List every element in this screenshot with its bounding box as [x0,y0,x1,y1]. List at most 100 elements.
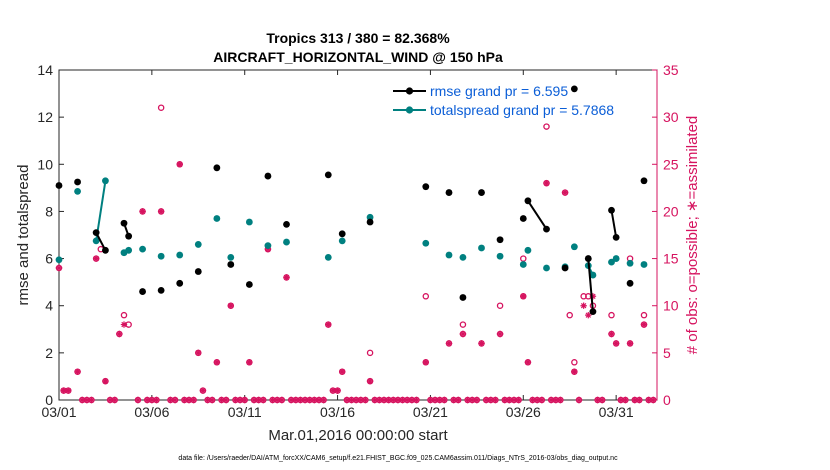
assimilated-obs-marker [561,189,569,196]
assimilated-obs-marker [380,396,388,404]
spread-marker [92,237,100,245]
spread-marker [176,251,184,259]
assimilated-obs-marker [640,321,648,328]
chart-subtitle: AIRCRAFT_HORIZONTAL_WIND @ 150 hPa [213,49,503,65]
assimilated-obs-marker [227,302,234,309]
y2-ticks: 0 5 10 15 20 25 30 35 [652,62,679,408]
spread-marker [125,246,133,254]
rmse-line-segment [527,200,548,230]
assimilated-obs-marker [236,396,244,404]
chart-title: Tropics 313 / 380 = 82.368% [266,30,450,46]
spread-marker [422,239,430,247]
y-tick-label: 10 [37,156,53,172]
assimilated-obs-marker [510,396,518,404]
assimilated-obs-marker [645,396,652,404]
assimilated-obs-marker [157,208,165,215]
assimilated-obs-marker [594,396,601,404]
assimilated-obs-marker [506,396,513,404]
assimilated-obs-marker [431,396,439,404]
assimilated-obs-marker [585,311,592,319]
assimilated-obs-marker [250,396,258,404]
rmse-marker [561,264,569,272]
assimilated-obs-marker [343,396,351,404]
assimilated-obs-marker [102,377,109,385]
possible-obs-marker [496,302,504,309]
y2-tick-label: 10 [663,298,679,314]
spread-marker [55,256,63,264]
x-tick-label: 03/26 [506,404,541,420]
assimilated-obs-marker [106,396,114,404]
legend-spread-marker [405,106,414,114]
possible-obs-marker [640,311,648,319]
assimilated-obs-marker [580,302,587,309]
assimilated-obs-marker [538,396,546,404]
rmse-marker [283,220,290,228]
rmse-marker [612,233,620,241]
x-tick-label: 03/21 [413,404,448,420]
assimilated-obs-marker [232,396,239,404]
y2-tick-label: 35 [663,62,679,78]
spread-marker [519,261,527,268]
assimilated-obs-marker [222,396,230,404]
plot-area [58,69,658,401]
y2-tick-label: 20 [663,203,679,219]
assimilated-obs-marker [264,245,272,253]
rmse-line-segment [610,210,618,238]
rmse-marker [496,236,504,244]
assimilated-obs-marker [376,396,383,404]
spread-marker [324,253,332,261]
assimilated-obs-marker [292,396,299,404]
spread-marker [366,213,374,221]
assimilated-obs-marker [589,293,597,300]
assimilated-obs-marker [404,396,411,404]
rmse-marker [245,281,253,288]
assimilated-obs-marker [297,396,304,404]
assimilated-obs-marker [348,396,355,404]
rmse-series [55,85,648,316]
y-axis-label: rmse and totalspread [15,165,32,306]
spread-marker [570,243,578,251]
assimilated-obs-marker [204,396,211,404]
assimilated-obs-marker [543,179,550,187]
spread-marker [612,255,620,262]
y-ticks: 0 2 4 6 8 10 12 14 [37,62,64,408]
possible-obs-marker [422,293,430,300]
rmse-marker [570,85,578,93]
assimilated-obs-marker [441,396,448,404]
assimilated-obs-marker [301,396,309,404]
spread-marker [640,261,648,268]
assimilated-obs-series [55,161,657,404]
rmse-marker [478,189,485,196]
assimilated-obs-marker [557,396,564,404]
spread-marker [445,251,453,259]
assimilated-obs-marker [626,340,634,347]
rmse-marker [608,206,615,214]
spread-marker [608,258,615,266]
assimilated-obs-marker [371,396,378,404]
assimilated-obs-marker [111,396,118,404]
y2-tick-label: 5 [663,345,671,361]
spread-marker [543,264,550,272]
y2-tick-label: 25 [663,156,679,172]
rmse-line-segment [587,258,594,312]
rmse-marker [55,182,63,189]
assimilated-obs-marker [422,359,429,366]
y-tick-label: 6 [45,251,53,267]
possible-obs-marker [120,311,128,319]
data-file-footer: data file: /Users/raeder/DAI/ATM_forcXX/… [178,455,618,462]
assimilated-obs-marker [199,387,207,394]
assimilated-obs-marker [269,396,276,404]
rmse-marker [120,219,128,227]
rmse-marker [524,197,532,205]
possible-obs-marker [459,321,467,328]
assimilated-obs-marker [325,321,332,328]
legend-rmse-label: rmse grand pr = 6.595 [430,83,568,99]
assimilated-obs-marker [255,396,262,404]
spread-marker [478,244,485,252]
assimilated-obs-marker [515,396,522,404]
x-axis-label: Mar.01,2016 00:00:00 start [268,427,448,444]
assimilated-obs-marker [496,330,504,338]
assimilated-obs-marker [74,368,81,375]
assimilated-obs-marker [339,368,346,375]
assimilated-obs-marker [427,396,434,404]
